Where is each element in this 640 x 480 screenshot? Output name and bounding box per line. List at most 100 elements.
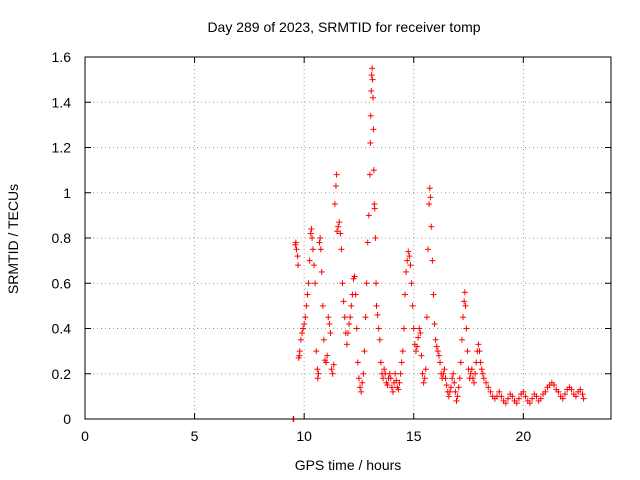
data-point	[331, 201, 338, 208]
data-point	[529, 395, 536, 402]
data-point	[475, 341, 482, 348]
data-point	[533, 393, 540, 400]
data-point	[417, 330, 424, 337]
data-point	[304, 291, 311, 298]
data-point	[369, 76, 376, 83]
data-point	[347, 314, 354, 321]
data-points	[290, 65, 587, 422]
data-point	[311, 262, 318, 269]
data-point	[319, 302, 326, 309]
data-point	[429, 257, 436, 264]
data-point	[449, 375, 456, 382]
data-point	[306, 257, 313, 264]
data-point	[406, 253, 413, 260]
data-point	[462, 302, 469, 309]
data-point	[458, 336, 465, 343]
data-point	[424, 246, 431, 253]
y-tick-label: 0.6	[52, 275, 72, 291]
data-point	[302, 314, 309, 321]
data-point	[422, 366, 429, 373]
data-point	[313, 348, 320, 355]
data-point	[418, 352, 425, 359]
y-tick-labels: 0 0.2 0.4 0.6 0.8 1 1.2 1.4 1.6	[52, 49, 72, 427]
data-point	[386, 370, 393, 377]
chart-title: Day 289 of 2023, SRMTID for receiver tom…	[207, 19, 480, 35]
data-point	[303, 302, 310, 309]
data-point	[526, 400, 533, 407]
data-point	[453, 397, 460, 404]
x-tick-label: 10	[296, 428, 312, 444]
data-point	[367, 139, 374, 146]
data-point	[355, 375, 362, 382]
data-point	[401, 291, 408, 298]
data-point	[396, 379, 403, 386]
data-point	[358, 388, 365, 395]
data-point	[472, 370, 479, 377]
data-point	[388, 384, 395, 391]
data-point	[555, 388, 562, 395]
data-point	[468, 366, 475, 373]
data-point	[430, 291, 437, 298]
data-point	[395, 386, 402, 393]
data-point	[372, 235, 379, 241]
data-point	[332, 182, 339, 189]
data-point	[301, 320, 308, 327]
data-point	[441, 366, 448, 373]
data-point	[362, 314, 369, 321]
data-point	[380, 375, 387, 382]
data-point	[461, 289, 468, 296]
data-point	[389, 388, 396, 395]
y-tick-label: 0	[63, 411, 71, 427]
data-point	[346, 320, 353, 327]
data-point	[368, 87, 375, 94]
data-point	[403, 268, 410, 275]
data-point	[292, 239, 299, 246]
data-point	[335, 223, 342, 230]
data-point	[431, 320, 438, 327]
data-point	[324, 352, 331, 359]
data-point	[423, 314, 430, 321]
y-tick-label: 1.2	[52, 140, 72, 156]
data-point	[359, 379, 366, 386]
data-point	[337, 230, 344, 237]
data-point	[307, 230, 314, 237]
data-point	[561, 391, 568, 398]
data-point	[393, 377, 400, 384]
data-point	[364, 239, 371, 246]
data-point	[387, 375, 394, 382]
axis-ticks	[84, 56, 611, 420]
data-point	[369, 94, 376, 101]
data-point	[330, 361, 337, 368]
data-point	[363, 280, 370, 287]
data-point	[509, 393, 516, 400]
y-tick-label: 0.8	[52, 230, 72, 246]
data-point	[365, 212, 372, 219]
data-point	[551, 382, 558, 389]
data-point	[478, 366, 485, 373]
data-point	[412, 348, 419, 355]
data-point	[357, 384, 364, 391]
data-point	[400, 325, 407, 332]
data-point	[437, 359, 444, 366]
data-point	[314, 375, 321, 382]
data-point	[361, 348, 368, 355]
data-point	[434, 348, 441, 355]
plot-frame	[84, 56, 612, 420]
data-point	[354, 359, 361, 366]
data-point	[373, 302, 380, 309]
data-point	[339, 280, 346, 287]
data-point	[504, 395, 511, 402]
data-point	[384, 382, 391, 389]
data-point	[479, 370, 486, 377]
y-tick-label: 0.2	[52, 366, 72, 382]
data-point	[370, 167, 377, 174]
data-point	[477, 359, 484, 366]
data-point	[442, 375, 449, 382]
data-point	[471, 379, 478, 386]
data-point	[333, 171, 340, 178]
data-point	[415, 334, 422, 341]
data-point	[433, 343, 440, 350]
data-point	[348, 302, 355, 309]
data-point	[341, 314, 348, 321]
